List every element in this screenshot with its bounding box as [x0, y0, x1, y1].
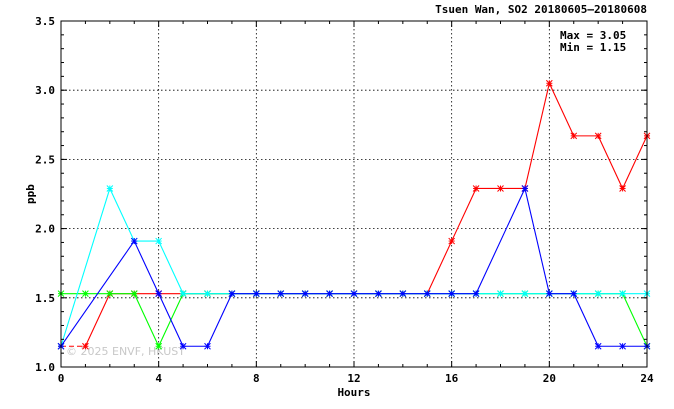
data-point: [570, 290, 578, 298]
data-point: [594, 132, 602, 140]
data-point: [179, 342, 187, 350]
data-point: [545, 79, 553, 87]
data-point: [448, 237, 456, 245]
y-axis-label: ppb: [24, 184, 37, 204]
data-point: [521, 290, 529, 298]
data-point: [545, 290, 553, 298]
x-tick-label: 0: [58, 372, 65, 385]
data-point: [82, 290, 89, 298]
series-segment: [426, 240, 453, 294]
data-point: [497, 290, 504, 298]
data-point: [350, 290, 358, 298]
data-point: [179, 290, 187, 298]
data-point: [619, 290, 626, 298]
series-segment: [109, 188, 135, 242]
data-point: [155, 290, 163, 298]
y-tick-label: 1.5: [35, 292, 55, 305]
series-layer: [57, 79, 651, 350]
data-point: [155, 342, 163, 350]
data-point: [497, 185, 504, 192]
chart-title: Tsuen Wan, SO2 20180605—20180608: [435, 3, 647, 16]
x-tick-label: 20: [543, 372, 556, 385]
x-tick-label: 24: [640, 372, 654, 385]
x-tick-label: 8: [253, 372, 260, 385]
axis-ticks: 0 4 8 12 16 20 24 1.0 1.5 2.0 2.5 3.0 3.5: [35, 15, 654, 385]
stats-max: Max = 3.05: [560, 29, 626, 42]
data-point: [277, 290, 285, 298]
data-point: [521, 185, 529, 192]
series-segment: [158, 240, 184, 294]
series-segment: [207, 293, 233, 347]
y-tick-label: 2.0: [35, 223, 55, 236]
data-point: [423, 290, 431, 298]
series-segment: [133, 240, 160, 294]
data-point: [204, 290, 211, 298]
data-point: [130, 237, 138, 245]
x-tick-label: 16: [445, 372, 459, 385]
data-point: [301, 290, 309, 298]
series-segment: [524, 188, 550, 294]
data-point: [448, 290, 456, 298]
series-segment: [451, 188, 477, 242]
data-point: [155, 237, 163, 245]
grid-lines: [61, 21, 647, 367]
data-point: [570, 132, 578, 140]
watermark-text: © 2025 ENVF, HKUST: [66, 345, 185, 358]
series-segment: [597, 135, 624, 189]
stats-min: Min = 1.15: [560, 41, 626, 54]
y-tick-label: 1.0: [35, 361, 55, 374]
data-point: [594, 342, 602, 350]
data-point: [472, 290, 480, 298]
series-segment: [158, 293, 184, 347]
series-segment: [548, 83, 575, 137]
series-segment: [573, 293, 599, 347]
series-segment: [524, 83, 550, 189]
x-tick-label: 4: [155, 372, 162, 385]
y-tick-label: 3.0: [35, 84, 55, 97]
series-segment: [622, 135, 648, 189]
data-point: [82, 342, 89, 350]
data-point: [619, 185, 626, 192]
data-point: [252, 290, 260, 298]
series-segment: [84, 293, 111, 347]
series-3: [57, 185, 651, 350]
series-segment: [133, 293, 160, 347]
data-point: [130, 290, 138, 298]
data-point: [106, 185, 114, 192]
data-point: [472, 185, 480, 192]
data-point: [106, 290, 114, 298]
x-tick-label: 12: [347, 372, 360, 385]
series-0: [57, 79, 651, 350]
data-point: [619, 342, 626, 350]
series-segment: [60, 188, 111, 347]
data-point: [399, 290, 407, 298]
data-point: [204, 342, 211, 350]
y-tick-label: 3.5: [35, 15, 55, 28]
series-segment: [60, 240, 135, 347]
y-tick-label: 2.5: [35, 153, 55, 166]
series-1: [57, 290, 651, 350]
data-point: [228, 290, 236, 298]
data-point: [594, 290, 602, 298]
series-segment: [622, 293, 648, 347]
x-axis-label: Hours: [337, 386, 370, 399]
series-segment: [475, 188, 526, 294]
data-point: [375, 290, 382, 298]
data-point: [326, 290, 333, 298]
